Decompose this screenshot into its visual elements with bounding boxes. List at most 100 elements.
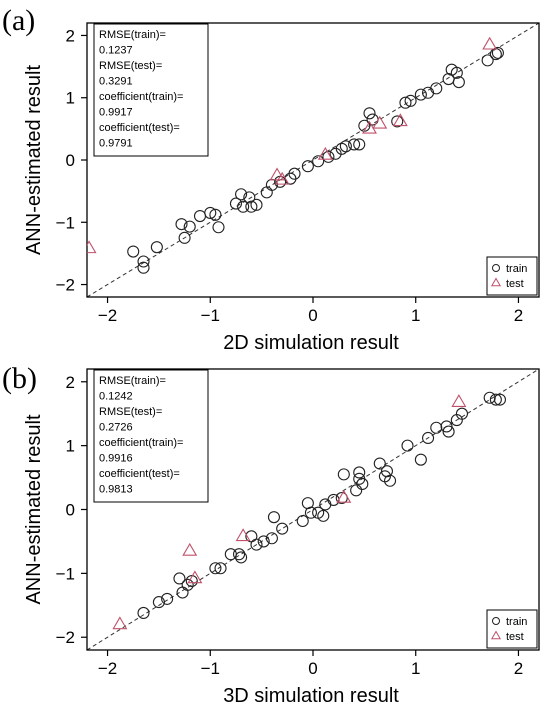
stats-line: 0.2726 [99,422,133,434]
train-point [250,538,263,551]
stats-line: RMSE(test)= [99,60,162,72]
train-point [414,88,427,101]
stats-line: 0.9791 [99,138,133,150]
train-point [422,431,435,445]
x-axis-title: 3D simulation result [223,685,399,707]
train-point [399,96,412,109]
stats-line: RMSE(train)= [99,375,166,387]
x-tick-label: 2 [514,306,523,325]
train-point [489,393,502,406]
train-point [257,535,270,548]
data-points [112,391,507,630]
stats-box [93,369,209,503]
test-point [112,616,128,630]
test-point [317,146,333,160]
train-point [430,421,443,434]
stats-line: 0.9917 [99,107,133,119]
train-point [137,261,150,274]
legend-label: train [506,263,527,275]
test-point [372,115,388,129]
train-point [337,468,350,481]
train-point [229,197,243,210]
train-point [450,66,463,79]
y-tick-label: 2 [66,373,75,392]
y-axis-title: ANN-estimated result [23,65,45,256]
train-point [209,208,222,221]
train-point [391,115,404,128]
train-point [452,76,465,89]
train-point [245,200,258,213]
train-point [301,160,314,173]
train-point [481,54,494,67]
train-point [137,606,150,620]
y-tick-label: 0 [66,501,75,520]
train-point [491,46,504,59]
y-tick-label: −2 [56,628,75,647]
x-tick-label: −1 [201,306,220,325]
train-point [339,140,352,153]
y-tick-label: −2 [56,276,75,295]
x-tick-label: 0 [308,659,317,678]
train-point [304,506,317,519]
test-point [269,167,285,181]
panel-a: (a) −2 −1 0 1 2 −2 −1 0 1 2 2D simulation result ANN… [2,4,540,354]
stats-box [93,23,209,157]
x-tick-label: 0 [308,306,317,325]
train-point [178,231,191,244]
legend-circle-marker [492,617,500,625]
legend-triangle-marker [490,630,502,640]
panel-label: (b) [2,362,37,395]
train-point [350,484,363,497]
x-tick-label: 1 [411,306,420,325]
train-point [373,457,386,470]
test-point [482,36,498,50]
stats-line: 0.1242 [99,391,133,403]
train-point [296,514,309,528]
train-point [356,477,369,491]
train-point [204,206,217,219]
train-point [137,255,150,268]
y-axis-title: ANN-estimated result [23,414,45,605]
train-point [267,511,281,524]
train-point [317,509,330,522]
train-point [348,138,361,151]
train-point [265,532,278,545]
stats-line: coefficient(test)= [99,122,180,134]
train-point [237,200,250,213]
legend-label: train [506,616,527,628]
train-point [260,186,273,199]
legend [486,609,538,649]
stats-line: RMSE(train)= [99,29,166,41]
train-point [414,453,427,466]
train-point [181,578,194,591]
test-point [392,113,408,127]
train-point [322,150,335,163]
test-point [235,528,251,542]
train-point [250,198,263,211]
test-point [274,171,290,185]
train-point [401,439,414,452]
train-point [440,420,453,433]
train-point [243,191,256,204]
panel-b: (b) −2 −1 0 1 2 −2 −1 0 1 2 3D simulation result ANN… [2,362,540,707]
legend [486,256,538,296]
legend-label: test [506,631,524,643]
train-point [235,188,248,201]
train-point [383,474,397,487]
y-tick-label: −1 [56,564,75,583]
train-point [214,562,227,575]
train-point [353,466,366,479]
x-axis-title: 2D simulation result [223,332,399,354]
y-tick-label: 2 [66,26,75,45]
legend-label: test [506,278,524,290]
test-point [362,120,377,134]
stats-line: 0.1237 [99,45,133,57]
y-tick-label: 1 [66,89,75,108]
stats-line: 0.3291 [99,76,133,88]
train-point [455,407,469,420]
legend-circle-marker [492,264,500,272]
train-point [161,592,174,605]
x-tick-label: −2 [98,306,117,325]
stats-line: 0.9813 [99,484,133,496]
train-point [150,241,163,254]
